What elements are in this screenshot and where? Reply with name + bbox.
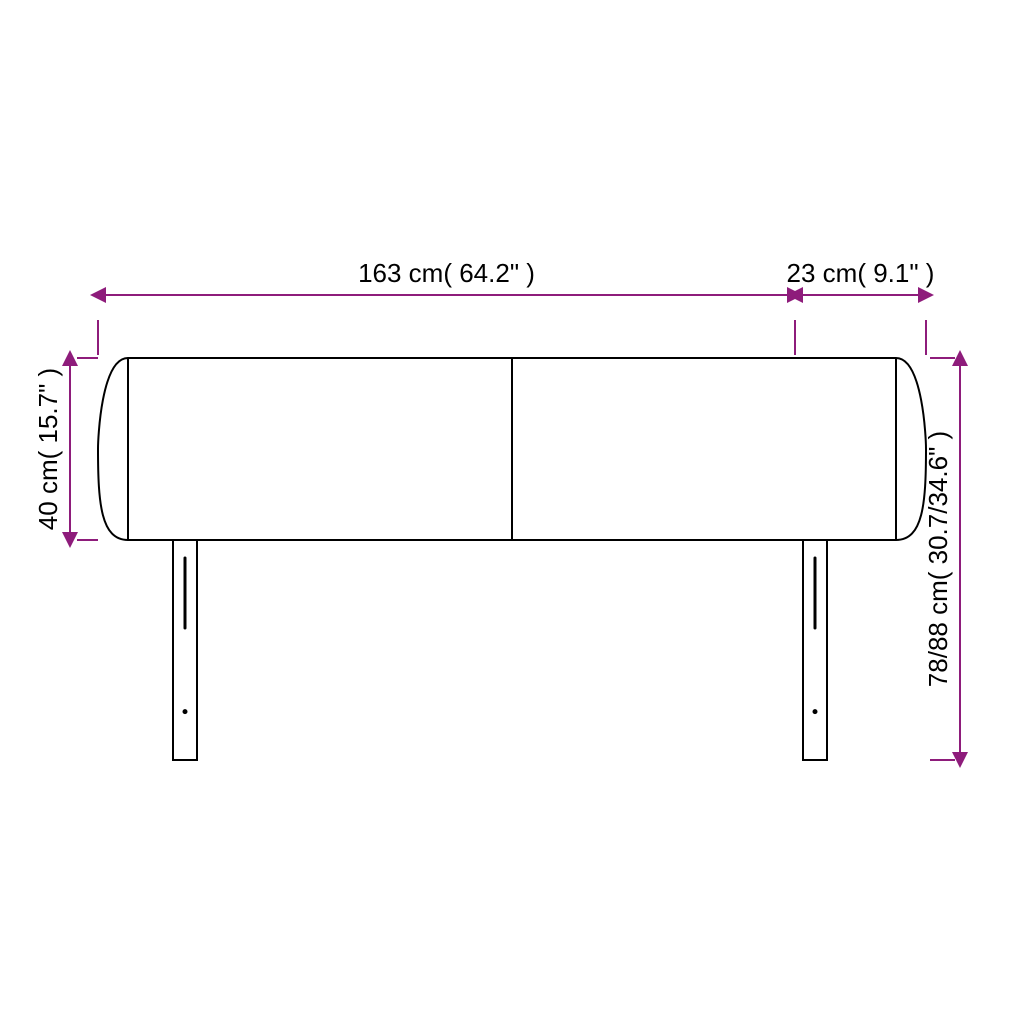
dimension-label-panel-height: 40 cm( 15.7" ) bbox=[33, 368, 64, 530]
dimension-label-depth: 23 cm( 9.1" ) bbox=[787, 258, 935, 289]
diagram-stage: 163 cm( 64.2" ) 23 cm( 9.1" ) 40 cm( 15.… bbox=[0, 0, 1024, 1024]
leg-hole-1 bbox=[813, 709, 818, 714]
leg-hole-0 bbox=[183, 709, 188, 714]
dimension-label-width: 163 cm( 64.2" ) bbox=[358, 258, 535, 289]
diagram-svg bbox=[0, 0, 1024, 1024]
dimension-label-total-height: 78/88 cm( 30.7/34.6" ) bbox=[923, 431, 954, 687]
